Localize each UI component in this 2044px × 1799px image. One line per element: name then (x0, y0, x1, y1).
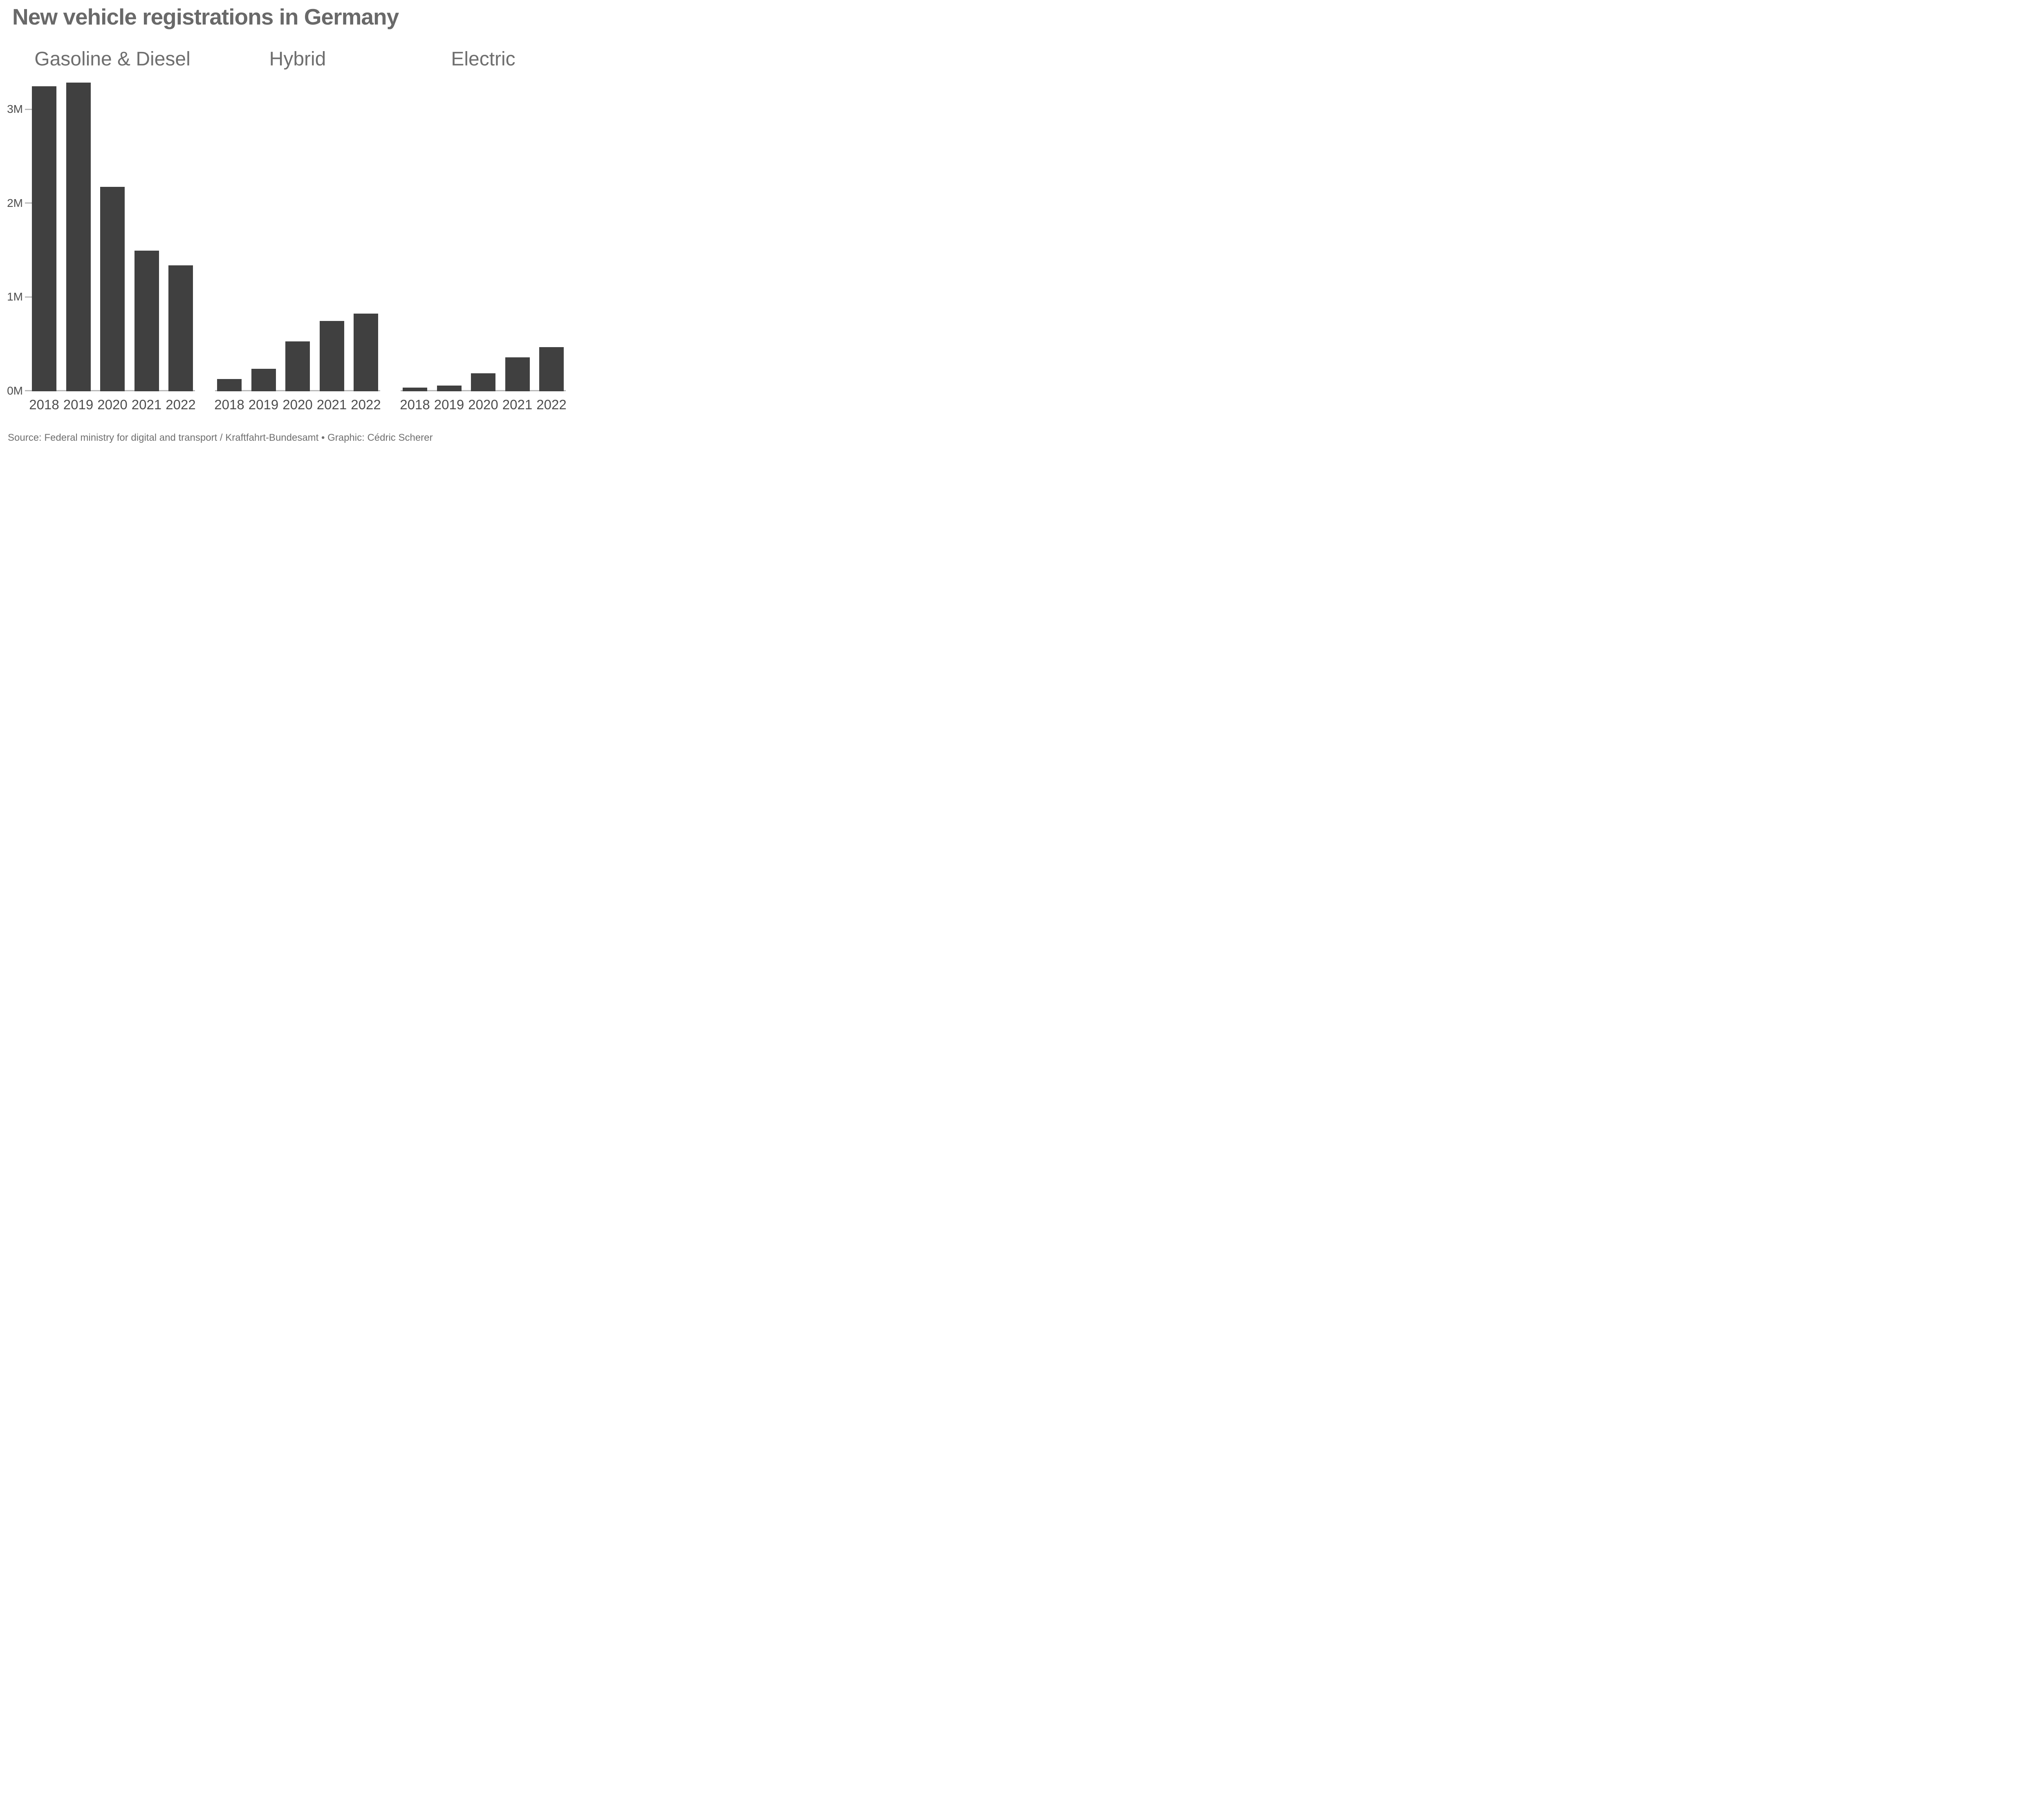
bar (66, 83, 91, 391)
y-axis-label-3m: 3M (7, 103, 23, 115)
x-tick-label: 2022 (166, 397, 196, 412)
x-tick-label: 2020 (468, 397, 498, 412)
y-axis-label-2m: 2M (7, 196, 23, 209)
bar (285, 341, 310, 391)
x-tick-label: 2018 (214, 397, 244, 412)
x-tick-label: 2019 (63, 397, 94, 412)
y-axis-label-1m: 1M (7, 290, 23, 303)
bar (100, 187, 125, 391)
x-tick-label: 2018 (29, 397, 59, 412)
x-tick-label: 2022 (351, 397, 381, 412)
y-axis-tick (25, 202, 32, 204)
x-tick-label: 2021 (316, 397, 347, 412)
chart: New vehicle registrations in Germany Gas… (0, 0, 572, 450)
facet-panel: 2018 2019 2020 2021 2022 (0, 0, 572, 415)
x-tick-label: 2020 (97, 397, 128, 412)
bar (251, 369, 276, 391)
bar (319, 321, 344, 391)
source-note: Source: Federal ministry for digital and… (8, 432, 433, 443)
chart-title: New vehicle registrations in Germany (12, 4, 399, 29)
facet-panel: 2018 2019 2020 2021 2022 (0, 0, 572, 415)
x-tick-label: 2021 (502, 397, 533, 412)
bar (403, 388, 427, 391)
x-tick-label: 2018 (400, 397, 430, 412)
x-tick-label: 2019 (434, 397, 464, 412)
x-tick-label: 2020 (282, 397, 313, 412)
y-axis-tick (25, 390, 32, 391)
bar (471, 373, 495, 391)
facet-label-hybrid: Hybrid (269, 48, 326, 70)
facet-panel: 2018 2019 2020 2021 2022 (0, 0, 572, 415)
y-axis-tick (25, 108, 32, 110)
x-tick-label: 2019 (248, 397, 279, 412)
bar (354, 314, 378, 391)
y-axis-label-0m: 0M (7, 384, 23, 397)
x-tick-label: 2022 (536, 397, 567, 412)
facet-label-electric: Electric (451, 48, 515, 70)
x-tick-label: 2021 (131, 397, 162, 412)
bar (505, 357, 530, 391)
bar (134, 251, 159, 391)
bar (217, 379, 242, 391)
bar (168, 265, 193, 391)
bar (539, 347, 564, 391)
bar (32, 86, 56, 391)
y-axis-tick (25, 296, 32, 298)
bar (437, 386, 462, 391)
facet-label-gasoline-diesel: Gasoline & Diesel (34, 48, 191, 70)
